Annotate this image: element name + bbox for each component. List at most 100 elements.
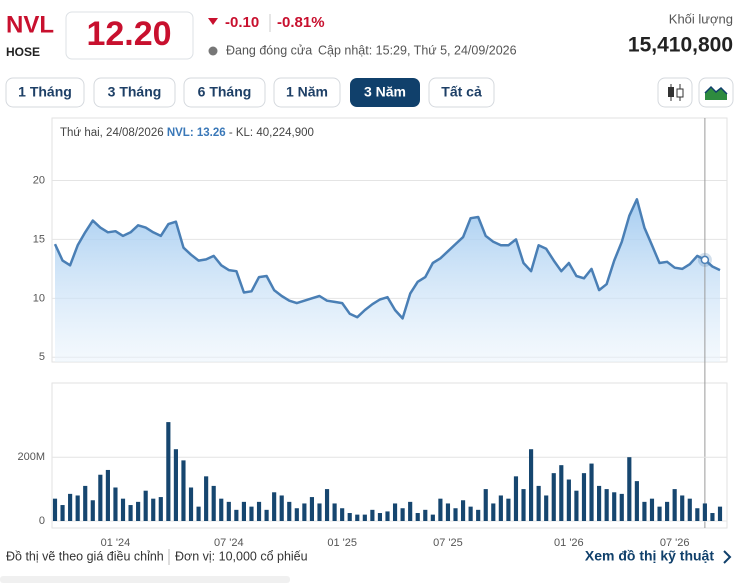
volume-bar	[529, 449, 534, 521]
volume-bar	[612, 492, 617, 521]
range-label[interactable]: 1 Năm	[286, 84, 328, 100]
volume-bar	[324, 489, 330, 521]
volume-bar	[566, 479, 571, 521]
range-label[interactable]: 3 Năm	[364, 84, 406, 100]
y-tick-label: 20	[33, 174, 45, 186]
volume-bar	[408, 501, 413, 521]
volume-bar	[423, 509, 428, 521]
price-area	[55, 199, 720, 362]
volume-bar	[581, 473, 587, 521]
range-button[interactable]: Tất cả	[428, 77, 495, 108]
x-tick-label: 07 '26	[660, 537, 690, 549]
tooltip: Thứ hai, 24/08/2026 NVL: 13.26 - KL: 40,…	[60, 127, 314, 139]
volume-bar	[113, 487, 118, 521]
tooltip-date: Thứ hai, 24/08/2026	[60, 127, 164, 139]
footer-note: Đồ thị vẽ theo giá điều chỉnh	[6, 549, 164, 563]
volume-bar	[219, 498, 224, 521]
volume-bar	[695, 508, 700, 521]
tooltip-symbol: NVL:	[167, 127, 194, 139]
volume-bar	[589, 463, 594, 521]
scroll-hint	[0, 576, 290, 583]
range-label[interactable]: 1 Tháng	[18, 84, 72, 100]
range-label[interactable]: 6 Tháng	[198, 84, 252, 100]
range-button[interactable]: 6 Tháng	[183, 77, 266, 108]
x-tick-label: 01 '26	[554, 537, 584, 549]
volume-bar	[604, 489, 609, 521]
range-button[interactable]: 1 Năm	[273, 77, 341, 108]
volume-bar	[264, 509, 269, 521]
candlestick-toggle[interactable]	[657, 77, 693, 108]
tooltip-volume: 40,224,900	[256, 127, 314, 139]
volume-bar	[241, 501, 246, 521]
volume-bar	[649, 498, 655, 521]
hover-point	[700, 255, 710, 265]
change-percent: -0.81%	[277, 14, 325, 31]
volume-bar	[120, 498, 126, 521]
volume-bar	[385, 511, 390, 521]
volume-bar	[717, 506, 723, 521]
volume-bar	[634, 481, 639, 521]
volume-bar	[559, 465, 564, 521]
volume-bar	[483, 489, 488, 521]
volume-bar	[702, 503, 707, 521]
volume-bar	[287, 501, 292, 521]
volume-bar	[400, 508, 405, 521]
volume-bar	[627, 457, 632, 521]
volume-bar	[430, 514, 435, 521]
range-button[interactable]: 3 Tháng	[93, 77, 176, 108]
volume-bar	[309, 497, 315, 521]
volume-bar	[672, 489, 677, 521]
volume-bar	[52, 498, 58, 521]
volume-bar	[83, 485, 88, 521]
volume-bar	[143, 490, 148, 521]
volume-bar	[680, 495, 685, 521]
volume-bar	[362, 514, 367, 521]
volume-bar	[151, 498, 156, 521]
volume-bar	[642, 501, 647, 521]
price-line	[53, 198, 721, 320]
volume-bar	[98, 474, 103, 521]
volume-bar	[438, 498, 443, 521]
range-label[interactable]: Tất cả	[441, 84, 482, 100]
volume-bar	[710, 513, 715, 521]
tooltip-volume-label: - KL:	[229, 127, 253, 139]
volume-bar	[272, 492, 277, 521]
volume-bar	[513, 476, 519, 521]
x-tick-label: 07 '24	[214, 537, 244, 549]
volume-bar	[136, 501, 141, 521]
area-toggle[interactable]	[698, 77, 734, 108]
volume-bar	[234, 509, 239, 521]
volume-bar	[415, 513, 420, 521]
range-button-active[interactable]: 3 Năm	[350, 78, 420, 107]
volume-bar	[665, 501, 670, 521]
volume-bar	[256, 501, 262, 521]
down-arrow	[208, 18, 218, 25]
volume-bar	[75, 495, 80, 521]
volume-bar	[60, 505, 65, 521]
price: 12.20	[86, 15, 171, 53]
x-tick-label: 07 '25	[433, 537, 463, 549]
volume-bar	[204, 476, 209, 521]
volume-bar	[491, 503, 496, 521]
volume-bar	[294, 508, 299, 521]
range-label[interactable]: 3 Tháng	[108, 84, 162, 100]
volume-bar	[68, 493, 73, 521]
footer-unit: Đơn vị: 10,000 cổ phiếu	[175, 549, 308, 563]
volume-bar	[657, 506, 662, 521]
status: Đang đóng cửa	[226, 43, 312, 57]
volume-title: Khối lượng	[669, 11, 733, 26]
chevron[interactable]	[723, 550, 732, 564]
y-tick-label: 5	[39, 351, 45, 363]
volume-bar	[506, 498, 511, 521]
volume-bar	[347, 513, 352, 521]
volume-bar	[128, 505, 133, 521]
volume-bar	[460, 500, 466, 521]
technical-link[interactable]: Xem đồ thị kỹ thuật	[585, 548, 714, 564]
volume-bar	[377, 513, 383, 521]
price-box	[65, 11, 194, 60]
range-button[interactable]: 1 Tháng	[5, 77, 85, 108]
y-tick-label: 15	[33, 233, 45, 245]
volume-bar	[551, 473, 556, 521]
volume-bar	[392, 503, 398, 521]
volume-bar	[302, 503, 307, 521]
